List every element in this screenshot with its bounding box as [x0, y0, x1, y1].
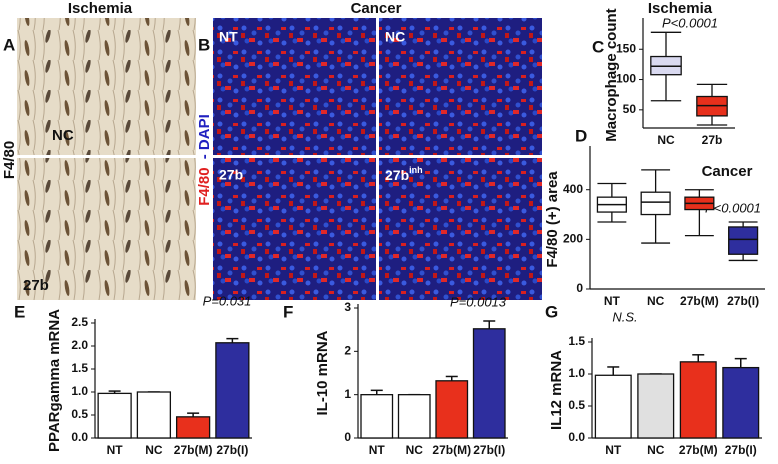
panel-letter: C	[592, 37, 604, 56]
x-tick-label: 27b(M)	[679, 443, 718, 457]
y-tick-label: 50	[623, 102, 637, 116]
micrograph	[17, 158, 196, 300]
micrograph	[17, 18, 196, 155]
panel-title: Cancer	[702, 163, 753, 180]
x-tick-label: 27b(I)	[473, 443, 505, 457]
panel-letter: E	[14, 302, 25, 321]
panel-letter: G	[545, 302, 558, 321]
box	[728, 226, 759, 255]
x-tick-label: NC	[657, 133, 675, 147]
bar	[136, 391, 172, 439]
superscript: inh	[409, 165, 423, 175]
y-tick-label: 1.0	[568, 366, 585, 380]
y-tick-label: 0.0	[71, 430, 88, 444]
y-tick-label: 1.5	[568, 334, 585, 348]
y-tick-label: 200	[563, 232, 583, 246]
annotation: P=0.031	[203, 293, 252, 308]
bar	[175, 416, 211, 439]
y-tick-label: 0.5	[568, 398, 585, 412]
x-tick-label: 27b(M)	[680, 294, 719, 308]
x-tick-label: NC	[647, 294, 665, 308]
image-label: NC	[52, 127, 74, 144]
box	[640, 191, 671, 216]
x-tick-label: NC	[145, 443, 163, 457]
stain-label: F4/80	[1, 141, 18, 179]
y-tick-label: 1	[344, 387, 351, 401]
image-label: NC	[385, 29, 405, 45]
bar	[397, 394, 431, 439]
image-label: 27b	[23, 277, 49, 294]
y-axis-label: IL-10 mRNA	[314, 330, 331, 415]
micrograph	[213, 18, 376, 155]
stain-label: F4/80	[196, 167, 213, 205]
panel-letter: F	[283, 302, 293, 321]
annotation: N.S.	[612, 309, 637, 324]
image-label: 27b	[385, 167, 409, 183]
y-axis-label: F4/80 (+) area	[544, 171, 561, 268]
x-tick-label: 27b(M)	[432, 443, 471, 457]
image-label: 27b	[219, 167, 243, 183]
stain-label: F4/80 - DAPI	[196, 114, 213, 206]
y-tick-label: 1.5	[71, 361, 88, 375]
image-label: NT	[219, 29, 238, 45]
y-tick-label: 2.5	[71, 315, 88, 329]
x-tick-label: 27b	[702, 133, 723, 147]
x-tick-label: NT	[605, 443, 622, 457]
x-tick-label: NC	[647, 443, 665, 457]
y-tick-label: 100	[616, 72, 636, 86]
y-tick-label: 3	[344, 300, 351, 314]
bar	[97, 392, 132, 439]
x-tick-label: NT	[604, 294, 621, 308]
counterstain-label: - DAPI	[196, 114, 213, 159]
y-tick-label: 1.0	[71, 384, 88, 398]
bar	[360, 394, 394, 439]
micrograph	[213, 158, 376, 300]
panel-letter: B	[198, 35, 210, 54]
y-tick-label: 0	[344, 430, 351, 444]
y-tick-label: 2	[344, 344, 351, 358]
bar	[679, 361, 717, 439]
y-tick-label: 2.0	[71, 338, 88, 352]
y-tick-label: 0	[576, 281, 583, 295]
bar	[435, 380, 469, 439]
bar	[722, 366, 760, 439]
y-tick-label: 0.0	[568, 430, 585, 444]
bar	[472, 328, 506, 439]
y-axis-label: Macrophage count	[603, 8, 620, 141]
x-tick-label: NT	[107, 443, 124, 457]
panel-title: Ischemia	[648, 0, 713, 17]
x-tick-label: 27b(M)	[174, 443, 213, 457]
panel-letter: A	[3, 35, 15, 54]
bar	[637, 373, 675, 439]
x-tick-label: 27b(I)	[727, 294, 759, 308]
x-tick-label: 27b(I)	[725, 443, 757, 457]
image-label: 27binh	[385, 165, 423, 182]
y-tick-label: 400	[563, 182, 583, 196]
x-tick-label: NC	[406, 443, 424, 457]
annotation: P=0.0013	[450, 294, 507, 309]
micrograph	[379, 18, 542, 155]
y-axis-label: IL12 mRNA	[548, 350, 565, 430]
annotation: P<0.0001	[662, 15, 718, 30]
panel-title: Ischemia	[68, 0, 133, 17]
y-tick-label: 0.5	[71, 407, 88, 421]
y-axis-label: PPARgamma mRNA	[46, 309, 63, 452]
x-tick-label: NT	[369, 443, 386, 457]
panel-letter: D	[575, 126, 587, 145]
y-tick-label: 150	[616, 41, 636, 55]
panel-title: Cancer	[351, 0, 402, 17]
x-tick-label: 27b(I)	[216, 443, 248, 457]
annotation: P<0.0001	[705, 200, 761, 215]
bar	[215, 342, 250, 439]
micrograph	[379, 158, 542, 300]
bar	[594, 374, 632, 439]
